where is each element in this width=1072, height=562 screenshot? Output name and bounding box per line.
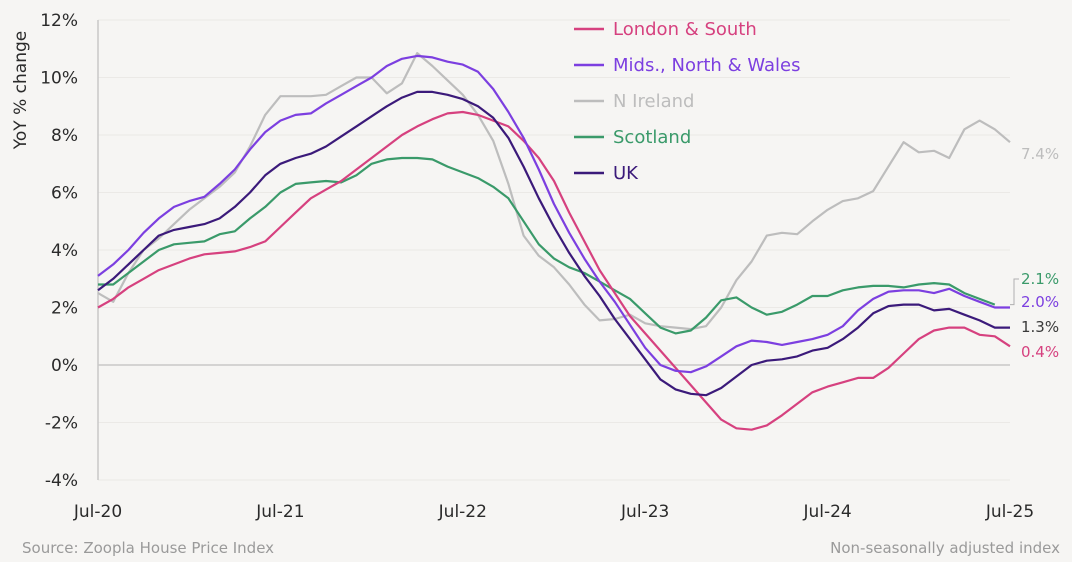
series-line-london-south [97,110,1011,431]
end-value-label: 2.1% [1021,270,1059,288]
y-tick-label: -2% [45,414,78,434]
legend-item: London & South [574,19,757,40]
x-tick-label: Jul-21 [255,502,304,522]
y-tick-label: 2% [51,299,78,319]
y-tick-label: 4% [51,241,78,261]
legend-item: Scotland [574,127,691,148]
x-tick-label: Jul-24 [802,502,851,522]
x-tick-label: Jul-20 [73,502,122,522]
series-line-mids-north-wales [97,54,1010,374]
legend-item: N Ireland [574,91,694,112]
y-tick-label: 6% [51,184,78,204]
series-lines [97,51,1011,431]
end-labels: 0.4% 2.0% 7.4% 2.1% 1.3% [1010,145,1059,361]
end-value-label: 7.4% [1021,145,1059,163]
x-tick-label: Jul-23 [620,502,669,522]
series-line-scotland [98,156,996,335]
legend-label: UK [613,163,639,184]
legend-item: Mids., North & Wales [574,55,800,76]
source-note: Source: Zoopla House Price Index [22,539,275,557]
y-tick-label: 8% [51,126,78,146]
y-axis-label: YoY % change [11,31,31,150]
legend-label: Scotland [613,127,691,148]
label-leader-line [1010,278,1019,306]
end-value-label: 2.0% [1021,293,1059,311]
x-axis-ticks: Jul-20 Jul-21 Jul-22 Jul-23 Jul-24 Jul-25 [73,502,1034,522]
y-tick-label: -4% [45,471,78,491]
legend-label: London & South [613,19,757,40]
x-tick-label: Jul-22 [438,502,487,522]
legend-item: UK [574,163,639,184]
index-note: Non-seasonally adjusted index [830,539,1060,557]
series-line-n-ireland [97,51,1011,331]
end-value-label: 0.4% [1021,343,1059,361]
end-value-label: 1.3% [1021,318,1059,336]
y-tick-label: 0% [51,356,78,376]
x-tick-label: Jul-25 [985,502,1034,522]
series-line-uk [97,90,1010,397]
y-tick-label: 10% [40,69,78,89]
legend-label: N Ireland [613,91,694,112]
gridlines [98,19,1010,481]
legend: London & South Mids., North & Wales N Irel… [574,19,800,184]
legend-label: Mids., North & Wales [613,55,800,76]
y-tick-label: 12% [40,11,78,31]
y-axis-ticks: -4% -2% 0% 2% 4% 6% 8% 10% 12% [40,11,78,491]
